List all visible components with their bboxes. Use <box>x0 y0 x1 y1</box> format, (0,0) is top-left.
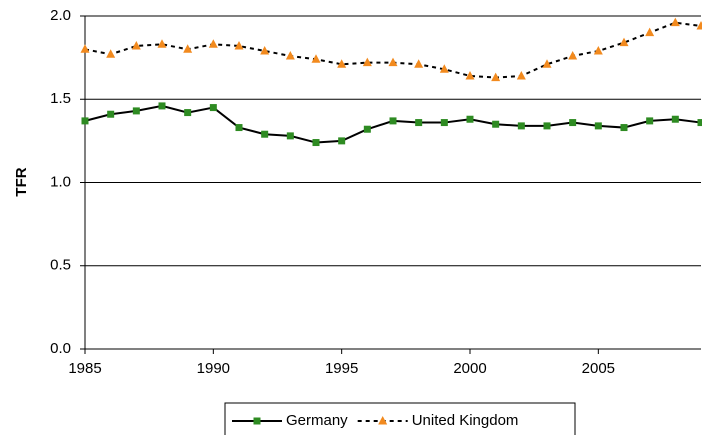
x-tick-label: 2000 <box>453 360 486 377</box>
x-tick-label: 1985 <box>68 360 101 377</box>
marker <box>671 115 679 123</box>
y-tick-label: 0.5 <box>50 257 71 274</box>
marker <box>209 104 217 112</box>
legend-box <box>224 402 576 435</box>
marker <box>620 124 628 132</box>
series-line <box>84 21 702 79</box>
marker <box>646 117 654 125</box>
marker <box>106 49 116 58</box>
marker <box>568 50 578 60</box>
marker <box>492 120 500 128</box>
marker <box>466 115 474 123</box>
marker <box>338 137 346 145</box>
marker <box>184 109 192 117</box>
marker <box>260 45 270 55</box>
marker <box>183 44 193 53</box>
marker <box>311 54 321 63</box>
marker <box>440 119 448 127</box>
y-tick-label: 1.5 <box>50 90 71 107</box>
marker <box>569 119 577 127</box>
marker <box>388 57 398 67</box>
legend-label: Germany <box>286 412 348 429</box>
marker <box>594 122 602 130</box>
marker <box>131 40 141 50</box>
marker <box>234 40 244 50</box>
marker <box>543 122 551 130</box>
marker <box>516 70 526 80</box>
marker <box>337 59 347 68</box>
marker <box>439 64 449 73</box>
marker <box>696 20 702 30</box>
marker <box>285 50 295 60</box>
marker <box>697 119 702 127</box>
marker <box>235 124 243 132</box>
marker <box>542 59 552 68</box>
marker <box>378 416 388 425</box>
x-tick-label: 2005 <box>582 360 615 377</box>
marker <box>645 27 655 37</box>
y-tick-label: 2.0 <box>50 7 71 24</box>
marker <box>158 102 166 110</box>
marker <box>670 17 680 27</box>
marker <box>286 132 294 140</box>
marker <box>80 44 90 53</box>
x-tick-label: 1995 <box>325 360 358 377</box>
marker <box>81 117 89 125</box>
marker <box>415 119 423 127</box>
marker <box>465 70 475 80</box>
marker <box>593 45 603 55</box>
marker <box>253 417 261 425</box>
marker <box>619 37 629 47</box>
y-axis-label: TFR <box>13 167 30 196</box>
marker <box>517 122 525 130</box>
legend-label: United Kingdom <box>412 412 519 429</box>
marker <box>491 72 501 82</box>
marker <box>107 110 115 118</box>
marker <box>389 117 397 125</box>
y-tick-label: 1.0 <box>50 173 71 190</box>
y-tick-label: 0.0 <box>50 340 71 357</box>
marker <box>132 107 140 115</box>
marker <box>363 125 371 133</box>
marker <box>312 139 320 147</box>
marker <box>261 130 269 138</box>
x-tick-label: 1990 <box>197 360 230 377</box>
marker <box>208 39 218 48</box>
marker <box>414 59 424 68</box>
marker <box>362 57 372 67</box>
marker <box>157 39 167 48</box>
